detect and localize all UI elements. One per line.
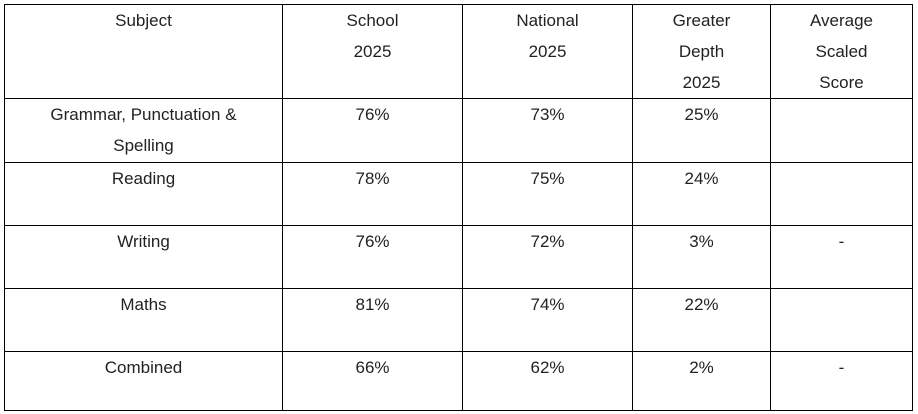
header-cell: School 2025 [282,4,463,99]
table-row: Combined 66% 62% 2% - [4,351,913,411]
value-cell: 22% [632,288,771,352]
header-cell: National 2025 [462,4,633,99]
value-cell: 25% [632,98,771,163]
subject-cell: Maths [4,288,283,352]
table-row: Writing 76% 72% 3% - [4,225,913,289]
value-cell: 81% [282,288,463,352]
empty-cell [770,98,913,163]
value-cell: 24% [632,162,771,226]
value-cell: 76% [282,98,463,163]
value-cell: 73% [462,98,633,163]
header-cell: Greater Depth 2025 [632,4,771,99]
header-cell: Average Scaled Score [770,4,913,99]
value-cell: - [770,225,913,289]
empty-cell [770,162,913,226]
table-body: Grammar, Punctuation & Spelling 76% 73% 25%… [4,98,913,411]
results-table: Subject School 2025 National 2025 Greater D… [4,4,913,411]
value-cell: - [770,351,913,411]
subject-cell: Combined [4,351,283,411]
value-cell: 2% [632,351,771,411]
header-cell: Subject [4,4,283,99]
value-cell: 3% [632,225,771,289]
header-row: Subject School 2025 National 2025 Greater D… [4,4,913,99]
table-row: Grammar, Punctuation & Spelling 76% 73% 25% [4,98,913,163]
value-cell: 66% [282,351,463,411]
value-cell: 62% [462,351,633,411]
empty-cell [770,288,913,352]
value-cell: 74% [462,288,633,352]
table-row: Reading 78% 75% 24% [4,162,913,226]
value-cell: 76% [282,225,463,289]
value-cell: 78% [282,162,463,226]
subject-cell: Reading [4,162,283,226]
value-cell: 72% [462,225,633,289]
table-row: Maths 81% 74% 22% [4,288,913,352]
subject-cell: Grammar, Punctuation & Spelling [4,98,283,163]
subject-cell: Writing [4,225,283,289]
value-cell: 75% [462,162,633,226]
